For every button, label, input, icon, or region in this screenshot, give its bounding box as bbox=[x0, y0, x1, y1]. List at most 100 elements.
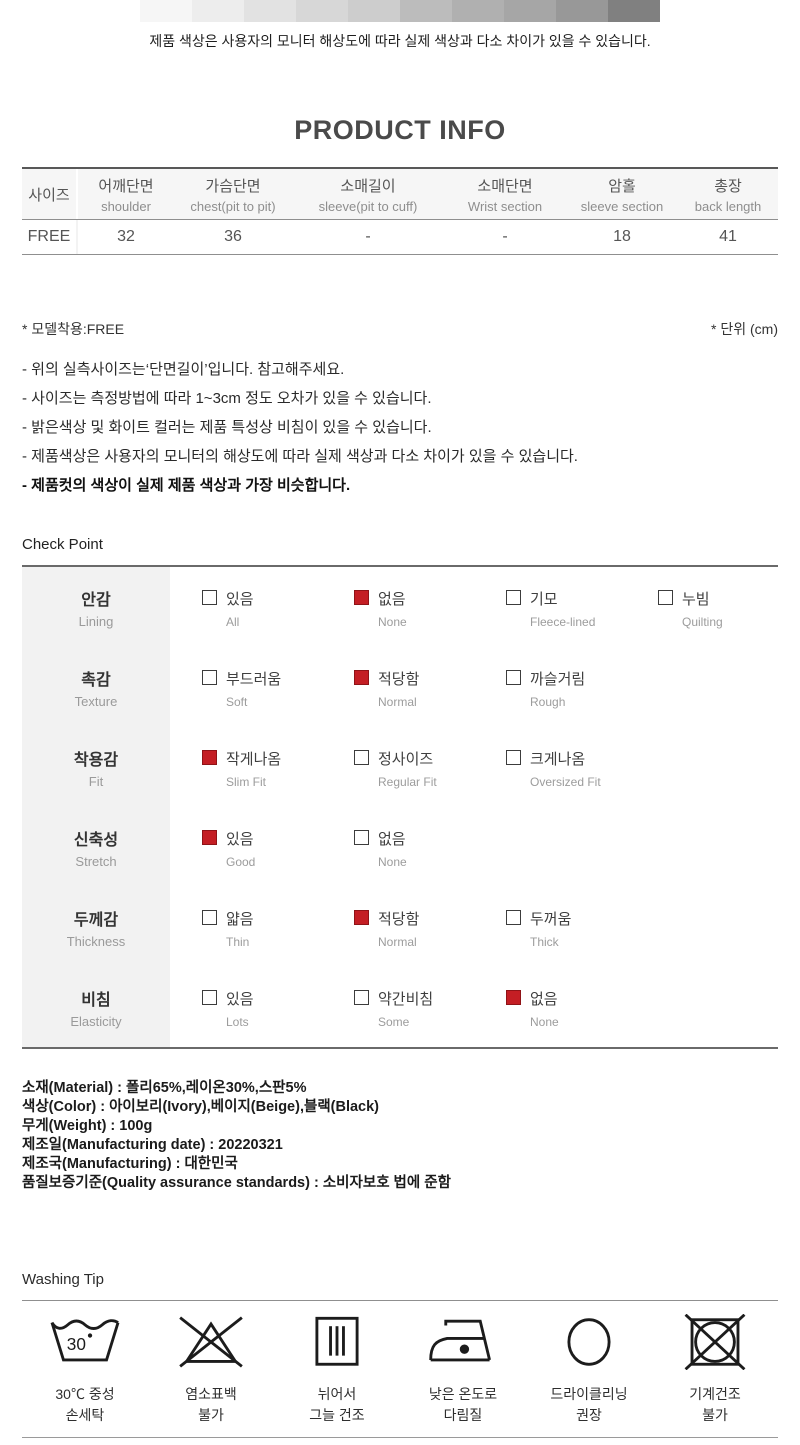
check-point-option: 까슬거림 Rough bbox=[506, 668, 658, 727]
gradient-swatch bbox=[244, 0, 296, 22]
check-point-option: 없음 None bbox=[354, 588, 506, 647]
option-label-en: Lots bbox=[226, 1015, 249, 1029]
option-label-en: Regular Fit bbox=[378, 775, 437, 789]
size-notes-section: * 모델착용:FREE * 단위 (cm) - 위의 실측사이즈는‘단면길이’입… bbox=[22, 319, 778, 500]
option-text: 두꺼움 Thick bbox=[530, 908, 571, 967]
check-point-row: 착용감 Fit 작게나옴 Slim Fit 정사이즈 Regular Fit 크게나옴 Ove… bbox=[22, 727, 778, 807]
washing-tip-item: 기계건조 불가 bbox=[652, 1314, 778, 1426]
gradient-swatch bbox=[556, 0, 608, 22]
size-col-header-en: chest(pit to pit) bbox=[190, 198, 276, 214]
size-col-header-ko: 가슴단면 bbox=[205, 177, 261, 195]
category-label-en: Elasticity bbox=[70, 1013, 122, 1029]
size-value-cell: 41 bbox=[719, 228, 737, 245]
size-col-header: 사이즈 bbox=[22, 169, 78, 219]
option-text: 얇음 Thin bbox=[226, 908, 254, 967]
checkbox-checked-icon bbox=[202, 830, 217, 845]
checkbox-unchecked-icon bbox=[202, 910, 217, 925]
washing-tip-row: 30 30℃ 중성 손세탁 염소표백 불가 뉘어서 그늘 건조 낮은 온도로 다림질 드라이클리닝… bbox=[22, 1314, 778, 1426]
size-table-data-row: FREE 32 36 - - 18 41 bbox=[22, 220, 778, 255]
washing-tip-top-divider bbox=[22, 1300, 778, 1301]
size-value-cell: 18 bbox=[613, 228, 631, 245]
option-text: 누빔 Quilting bbox=[682, 588, 723, 647]
option-text: 적당함 Normal bbox=[378, 668, 419, 727]
check-point-option: 없음 None bbox=[506, 988, 658, 1047]
washing-tip-label: 염소표백 불가 bbox=[185, 1384, 237, 1426]
option-label-ko: 정사이즈 bbox=[378, 751, 434, 768]
option-label-en: Slim Fit bbox=[226, 775, 266, 789]
option-label-ko: 적당함 bbox=[378, 911, 420, 928]
option-label-en: None bbox=[378, 615, 407, 629]
check-point-option: 없음 None bbox=[354, 828, 506, 887]
check-point-options: 있음 All 없음 None 기모 Fleece-lined 누빔 Quilting bbox=[170, 567, 800, 647]
option-label-en: None bbox=[378, 855, 407, 869]
option-label-ko: 있음 bbox=[226, 991, 254, 1008]
option-text: 부드러움 Soft bbox=[226, 668, 281, 727]
option-text: 약간비침 Some bbox=[378, 988, 433, 1047]
check-point-option: 기모 Fleece-lined bbox=[506, 588, 658, 647]
option-text: 까슬거림 Rough bbox=[530, 668, 585, 727]
option-label-en: Soft bbox=[226, 695, 248, 709]
gradient-swatch bbox=[140, 0, 192, 22]
check-point-heading: Check Point bbox=[22, 536, 103, 553]
size-col-header-en: back length bbox=[694, 198, 762, 214]
option-text: 적당함 Normal bbox=[378, 908, 419, 967]
washing-tip-label-line1: 뉘어서 bbox=[317, 1386, 357, 1402]
check-point-option: 있음 Good bbox=[202, 828, 354, 887]
size-note: - 사이즈는 측정방법에 따라 1~3cm 정도 오차가 있을 수 있습니다. bbox=[22, 390, 432, 407]
check-point-options: 얇음 Thin 적당함 Normal 두꺼움 Thick bbox=[170, 887, 778, 967]
dry-clean-icon bbox=[551, 1314, 627, 1370]
material-info-line: 색상(Color) : 아이보리(Ivory),베이지(Beige),블랙(Bl… bbox=[22, 1099, 380, 1115]
washing-tip-label-line1: 낮은 온도로 bbox=[428, 1386, 498, 1402]
washing-tip-heading: Washing Tip bbox=[22, 1271, 104, 1288]
check-point-option: 누빔 Quilting bbox=[658, 588, 800, 647]
size-col-header-en: Wrist section bbox=[467, 198, 543, 214]
option-text: 정사이즈 Regular Fit bbox=[378, 748, 437, 807]
option-label-en: None bbox=[530, 1015, 559, 1029]
gradient-swatch bbox=[192, 0, 244, 22]
material-info-line: 소재(Material) : 폴리65%,레이온30%,스판5% bbox=[22, 1080, 307, 1096]
check-point-option: 크게나옴 Oversized Fit bbox=[506, 748, 658, 807]
checkbox-checked-icon bbox=[506, 990, 521, 1005]
check-point-option: 있음 All bbox=[202, 588, 354, 647]
checkbox-unchecked-icon bbox=[506, 590, 521, 605]
check-point-options: 부드러움 Soft 적당함 Normal 까슬거림 Rough bbox=[170, 647, 778, 727]
option-label-en: Oversized Fit bbox=[530, 775, 601, 789]
checkbox-unchecked-icon bbox=[202, 590, 217, 605]
material-info-section: 소재(Material) : 폴리65%,레이온30%,스판5% 색상(Color… bbox=[22, 1079, 778, 1193]
option-label-en: Good bbox=[226, 855, 256, 869]
washing-tip-label-line1: 기계건조 bbox=[689, 1386, 741, 1402]
size-table-header-row: 사이즈 어깨단면 shoulder 가슴단면 chest(pit to pit) 소매길이… bbox=[22, 169, 778, 220]
check-point-table: 안감 Lining 있음 All 없음 None 기모 Fleece-lined 누빔 Quilt… bbox=[22, 565, 778, 1049]
check-point-option: 두꺼움 Thick bbox=[506, 908, 658, 967]
option-label-en: Some bbox=[378, 1015, 410, 1029]
category-label-ko: 촉감 bbox=[81, 671, 111, 689]
checkbox-unchecked-icon bbox=[202, 990, 217, 1005]
check-point-option: 약간비침 Some bbox=[354, 988, 506, 1047]
model-fit-note: * 모델착용:FREE bbox=[22, 321, 125, 337]
checkbox-unchecked-icon bbox=[354, 750, 369, 765]
size-value-cell: 32 bbox=[117, 228, 135, 245]
size-value-cell: 36 bbox=[224, 228, 242, 245]
category-label-ko: 비침 bbox=[81, 991, 111, 1009]
gradient-swatch bbox=[400, 0, 452, 22]
washing-tip-label-line2: 권장 bbox=[576, 1407, 602, 1423]
washing-tip-label-line2: 다림질 bbox=[443, 1407, 483, 1423]
check-point-option: 적당함 Normal bbox=[354, 908, 506, 967]
size-col-header: 가슴단면 chest(pit to pit) bbox=[174, 169, 292, 219]
size-col-header: 소매단면 Wrist section bbox=[444, 169, 566, 219]
option-label-ko: 없음 bbox=[530, 991, 558, 1008]
category-label-en: Lining bbox=[78, 613, 114, 629]
check-point-option: 적당함 Normal bbox=[354, 668, 506, 727]
option-label-ko: 있음 bbox=[226, 591, 254, 608]
check-point-category: 신축성 Stretch bbox=[22, 807, 170, 887]
option-text: 없음 None bbox=[530, 988, 559, 1047]
option-label-en: Rough bbox=[530, 695, 566, 709]
unit-note: * 단위 (cm) bbox=[711, 321, 778, 337]
material-info-line: 품질보증기준(Quality assurance standards) : 소비… bbox=[22, 1175, 451, 1191]
washing-tip-label: 드라이클리닝 권장 bbox=[550, 1384, 627, 1426]
checkbox-checked-icon bbox=[354, 590, 369, 605]
check-point-row: 두께감 Thickness 얇음 Thin 적당함 Normal 두꺼움 Thick bbox=[22, 887, 778, 967]
option-label-ko: 크게나옴 bbox=[530, 751, 586, 768]
check-point-category: 두께감 Thickness bbox=[22, 887, 170, 967]
